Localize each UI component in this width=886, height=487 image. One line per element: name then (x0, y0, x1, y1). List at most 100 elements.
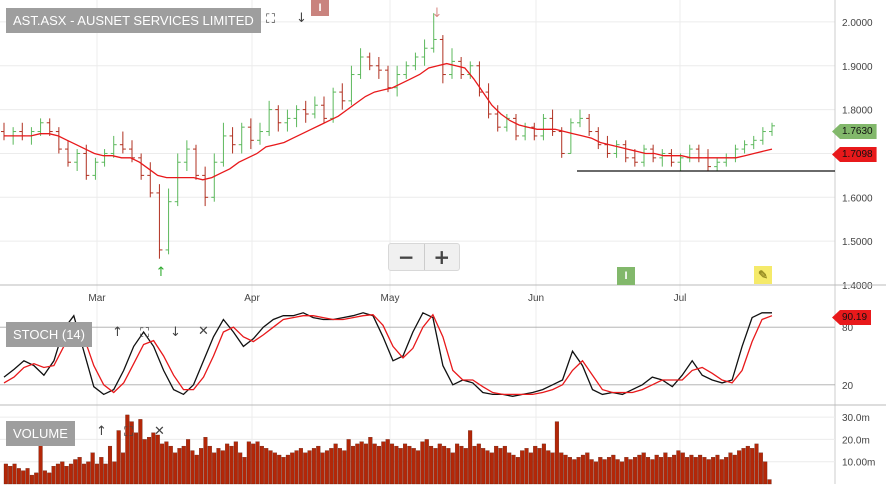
fullscreen-icon[interactable]: ⛶ (266, 12, 276, 27)
volume-label: VOLUME (6, 421, 75, 446)
volume-bar (60, 461, 65, 485)
volume-bar (337, 448, 342, 485)
ohlc-bar (247, 118, 254, 150)
volume-bar (290, 452, 295, 485)
ohlc-bar (138, 153, 145, 180)
volume-bar (168, 445, 173, 485)
volume-bar (676, 450, 681, 485)
volume-bar (745, 445, 750, 485)
volume-bar (476, 443, 481, 485)
stoch-line (3, 313, 773, 396)
fullscreen-icon[interactable]: ⛶ (140, 326, 150, 341)
volume-bar (285, 454, 290, 485)
ohlc-bar (430, 13, 437, 53)
volume-bar (442, 445, 447, 485)
volume-bar (77, 457, 82, 485)
arrow-down-icon[interactable]: ↓ (170, 325, 181, 340)
x-tick-label: Mar (88, 293, 106, 304)
volume-bar (203, 437, 208, 485)
volume-bar (390, 443, 395, 485)
volume-bar (437, 443, 442, 485)
volume-bar (416, 450, 421, 485)
bottom-flag-marker[interactable]: I (617, 267, 635, 285)
ohlc-bar (449, 48, 455, 79)
arrow-down-icon[interactable]: ↓ (296, 11, 307, 26)
volume-bar (472, 445, 477, 485)
volume-bar (363, 443, 369, 485)
ohlc-bar (46, 118, 53, 136)
top-flag-marker[interactable]: I (311, 0, 329, 16)
volume-bar (272, 452, 277, 485)
volume-bar (646, 457, 651, 485)
ohlc-bar (714, 157, 721, 171)
volume-bar (47, 472, 52, 485)
volume-bar (576, 457, 581, 485)
ohlc-bar (339, 83, 346, 110)
ohlc-bar (705, 149, 711, 171)
ohlc-bar (613, 140, 620, 158)
arrow-up-icon[interactable]: ↑ (112, 325, 123, 340)
volume-bar (411, 448, 416, 485)
stoch-value-tag: 90.19 (832, 310, 872, 325)
ohlc-bar (101, 149, 108, 167)
volume-bar (125, 414, 130, 485)
volume-bar (73, 459, 78, 485)
volume-bar (8, 466, 13, 485)
volume-bar (147, 437, 152, 485)
volume-bar (342, 450, 347, 485)
ohlc-bar (622, 140, 629, 163)
ohlc-bar (513, 114, 519, 141)
volume-bar (3, 463, 8, 485)
ohlc-bar (567, 118, 574, 154)
volume-bar (689, 454, 694, 485)
ohlc-bar (595, 127, 602, 150)
ohlc-bar (586, 114, 593, 136)
volume-bar (355, 443, 360, 485)
volume-bar (463, 448, 468, 485)
chart-title: AST.ASX - AUSNET SERVICES LIMITED (6, 8, 261, 33)
volume-bar (693, 457, 698, 485)
minus-icon[interactable]: − (397, 245, 415, 269)
volume-bar (42, 470, 47, 485)
ohlc-bar (439, 35, 446, 84)
stoch-line (3, 311, 772, 397)
volume-bar (277, 454, 282, 485)
volume-bar (628, 459, 633, 485)
volume-bar (702, 457, 707, 485)
volume-bar (633, 457, 638, 485)
volume-bar (29, 474, 34, 485)
close-icon[interactable]: ✕ (198, 324, 209, 339)
volume-bar (86, 461, 91, 485)
volume-bar (207, 445, 212, 485)
ohlc-bar (421, 39, 428, 66)
volume-bar (68, 463, 73, 485)
plus-icon[interactable]: + (423, 244, 460, 270)
ohlc-bar (668, 149, 675, 167)
ohlc-bar (1, 122, 7, 141)
volume-bar (767, 479, 772, 485)
ohlc-bar (549, 109, 556, 136)
volume-bar (459, 445, 464, 485)
close-icon[interactable]: ✕ (154, 424, 165, 439)
volume-bar (134, 432, 139, 485)
volume-bar (173, 452, 178, 485)
ohlc-bar (284, 109, 291, 132)
volume-bar (711, 457, 716, 485)
fullscreen-icon[interactable]: ⛶ (124, 425, 134, 440)
volume-bar (142, 439, 147, 485)
pencil-icon[interactable]: ✎ (754, 266, 772, 284)
ohlc-bar (55, 127, 62, 154)
volume-bar (16, 468, 21, 485)
moving-average-line (4, 62, 773, 181)
ohlc-bar (119, 131, 126, 154)
volume-bar (572, 459, 577, 485)
volume-bar (233, 441, 238, 485)
arrow-up-icon[interactable]: ↑ (96, 424, 107, 439)
ohlc-bar (293, 105, 300, 128)
volume-bar (298, 448, 303, 485)
volume-bar (611, 454, 616, 485)
volume-bar (489, 452, 494, 485)
ohlc-bar (723, 153, 730, 167)
ohlc-bar (494, 105, 501, 132)
volume-bar (511, 454, 516, 485)
